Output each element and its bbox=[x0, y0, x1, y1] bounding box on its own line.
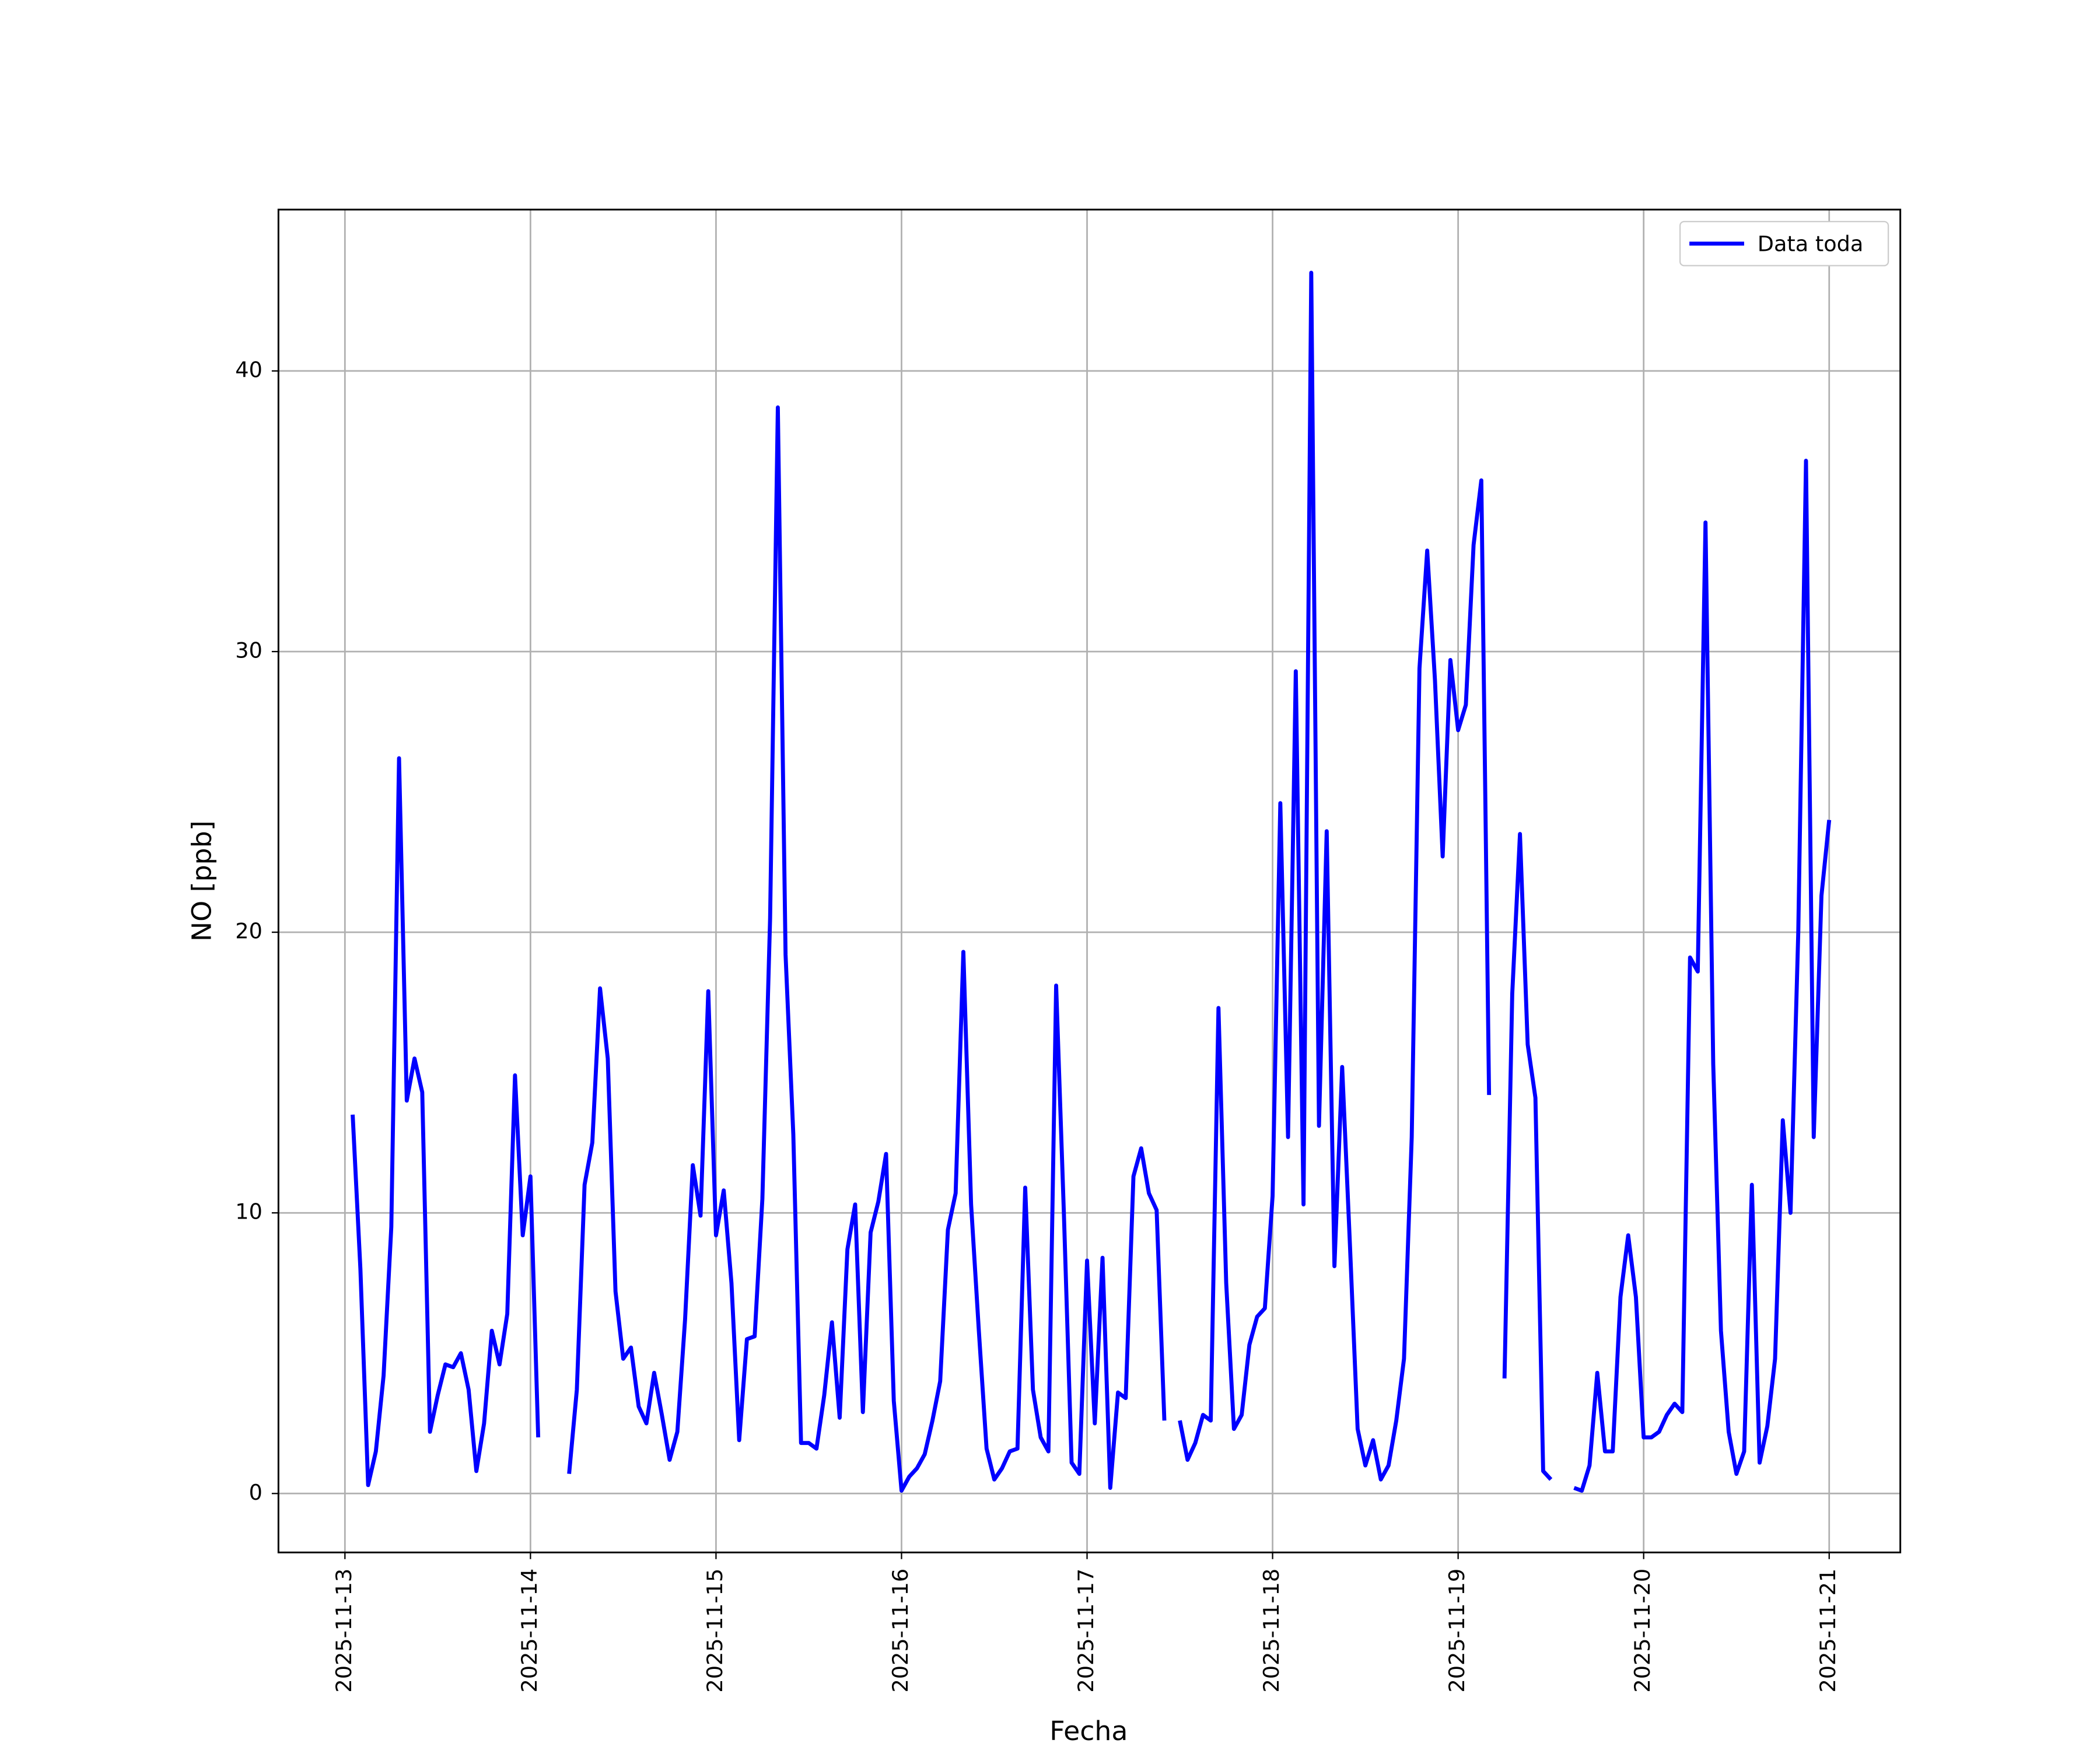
x-tick-label: 2025-11-14 bbox=[517, 1569, 542, 1693]
y-tick-label: 0 bbox=[249, 1480, 262, 1505]
x-tick-label: 2025-11-13 bbox=[331, 1569, 356, 1693]
x-axis-label: Fecha bbox=[1049, 1716, 1128, 1746]
x-tick-label: 2025-11-19 bbox=[1444, 1569, 1469, 1693]
plot-frame bbox=[277, 208, 1902, 1553]
x-tick-label: 2025-11-15 bbox=[702, 1569, 727, 1693]
x-tick-label: 2025-11-16 bbox=[888, 1569, 913, 1693]
x-tick-label: 2025-11-20 bbox=[1630, 1569, 1655, 1693]
y-tick-label: 40 bbox=[235, 357, 262, 382]
y-tick-label: 10 bbox=[235, 1199, 262, 1224]
legend-box bbox=[1679, 220, 1889, 267]
y-axis-label: NO [ppb] bbox=[187, 820, 218, 942]
x-tick-label: 2025-11-17 bbox=[1073, 1569, 1098, 1693]
y-tick-label: 20 bbox=[235, 919, 262, 944]
x-tick-label: 2025-11-18 bbox=[1259, 1569, 1284, 1693]
x-tick-label: 2025-11-21 bbox=[1815, 1569, 1840, 1693]
y-tick-label: 30 bbox=[235, 638, 262, 663]
legend: Data toda bbox=[1679, 220, 1889, 267]
legend-label: Data toda bbox=[1758, 231, 1863, 256]
data-line bbox=[351, 271, 1832, 1493]
